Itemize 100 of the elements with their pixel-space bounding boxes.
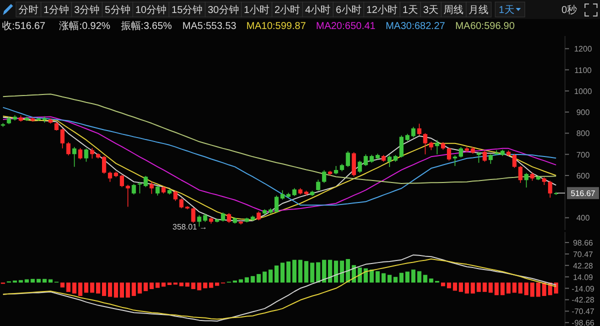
bar	[506, 282, 511, 294]
y-tick-label: 800	[576, 129, 590, 138]
candlestick	[435, 140, 440, 155]
bar	[518, 282, 522, 294]
candlestick	[417, 123, 422, 136]
text: 涨幅:0.92%	[59, 20, 110, 32]
line-series	[2, 106, 557, 206]
text: 12小时	[366, 4, 398, 16]
bar	[161, 282, 166, 287]
bar	[393, 276, 398, 283]
bar	[328, 260, 332, 283]
text: 1天	[402, 5, 418, 16]
bar	[512, 282, 517, 293]
y-tick-label: -70.47	[572, 307, 595, 316]
text: 30分钟	[208, 4, 239, 16]
text: 周线	[444, 4, 464, 16]
candlestick	[179, 198, 184, 209]
candlestick	[518, 166, 522, 184]
bar	[108, 282, 112, 297]
bar	[42, 278, 47, 283]
annotation: 358.01 →	[172, 222, 208, 232]
candlestick	[150, 181, 154, 194]
candlestick	[399, 134, 404, 158]
y-tick-label: 98.66	[572, 238, 594, 248]
y-tick-label: 42.28	[572, 261, 594, 270]
bar	[120, 282, 124, 298]
bar	[60, 282, 65, 288]
text: 516.67	[570, 189, 596, 198]
candlestick	[458, 146, 463, 158]
candlestick	[173, 190, 178, 202]
bar	[405, 272, 410, 283]
bar	[340, 260, 344, 283]
bar	[274, 266, 279, 283]
bar	[458, 282, 463, 292]
candlestick	[226, 212, 232, 224]
bar	[334, 260, 338, 283]
y-tick-label: 400	[576, 214, 590, 223]
bar	[268, 270, 273, 283]
y-tick-label: 700	[576, 150, 590, 160]
text: 1天	[498, 5, 514, 16]
y-tick-label: -42.28	[572, 296, 595, 305]
candlestick	[191, 207, 196, 224]
text: 1小时	[244, 4, 270, 16]
bar	[494, 282, 499, 296]
candlestick	[108, 171, 112, 182]
text: 2小时	[274, 4, 300, 16]
y-tick-label: 1000	[574, 86, 592, 96]
candlestick	[316, 179, 320, 192]
bar	[382, 273, 386, 283]
text: 3分钟	[74, 4, 100, 16]
candlestick	[274, 195, 279, 213]
candlestick	[346, 150, 350, 168]
y-tick-label: 1100	[574, 66, 592, 75]
text: MA5:553.53	[182, 21, 237, 32]
candlestick	[132, 184, 136, 195]
bar	[440, 282, 446, 286]
candlestick	[488, 154, 493, 164]
candlestick	[120, 174, 124, 188]
y-tick-label: 14.09	[572, 272, 594, 282]
candlestick	[524, 172, 528, 188]
text: 10分钟	[135, 4, 166, 16]
line-series	[2, 94, 557, 184]
candlestick	[280, 190, 285, 200]
bar	[214, 282, 220, 286]
candlestick	[156, 186, 160, 196]
bar	[156, 282, 160, 288]
y-tick-label: -14.09	[572, 284, 595, 294]
text: MA30:682.27	[386, 21, 446, 32]
text: 3天	[423, 5, 439, 16]
candlestick	[84, 148, 88, 162]
y-tick-label: 1200	[574, 44, 592, 54]
candlestick	[512, 154, 517, 168]
y-tick-label: 70.47	[572, 250, 594, 259]
text: MA20:650.41	[316, 21, 376, 32]
candlestick	[220, 212, 226, 222]
bar	[399, 272, 404, 283]
text: 振幅:3.65%	[120, 20, 172, 32]
candlestick	[476, 152, 481, 164]
bar	[452, 282, 458, 291]
text: 月线	[468, 4, 489, 16]
bar	[292, 260, 296, 283]
candlestick	[411, 126, 416, 138]
candlestick	[352, 152, 356, 177]
bar	[102, 282, 106, 296]
candlestick	[322, 170, 326, 184]
text: 4小时	[305, 4, 331, 16]
text: 0秒	[561, 4, 577, 16]
bar	[387, 274, 392, 283]
text: 6小时	[336, 4, 362, 16]
candlestick	[548, 180, 552, 198]
y-tick-label: 900	[576, 108, 590, 118]
bar	[286, 261, 291, 283]
bar	[500, 282, 505, 296]
text: 收:516.67	[2, 21, 46, 32]
bar	[114, 282, 118, 298]
bar	[280, 262, 285, 283]
text: 分时	[18, 4, 38, 16]
candlestick	[446, 147, 452, 162]
candlestick	[126, 184, 130, 208]
text: 15分钟	[172, 4, 203, 16]
